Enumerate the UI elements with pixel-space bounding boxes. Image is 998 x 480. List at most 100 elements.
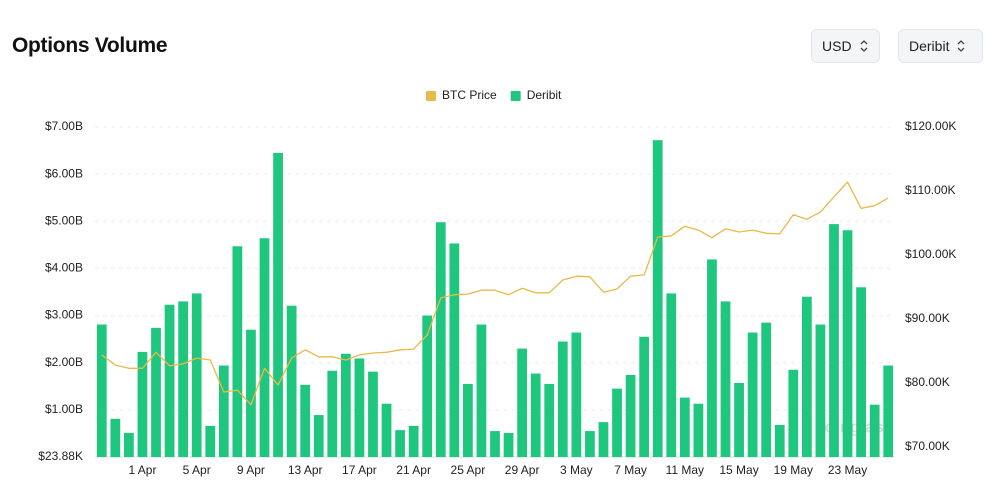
bar [503,432,514,457]
bar [679,397,690,457]
bar [110,418,121,457]
x-tick-label: 11 May [666,463,704,477]
bar [869,404,880,457]
y-tick-label: $6.00B [45,166,83,180]
bar [557,341,568,457]
exchange-label: Deribit [909,38,950,54]
bar [612,388,622,457]
bar [205,425,216,457]
bar [585,431,595,457]
x-tick-label: 25 Apr [451,463,486,477]
x-tick-label: 21 Apr [396,463,431,477]
bar [259,238,270,457]
bar [571,332,582,457]
legend-swatch [510,91,521,101]
y2-tick-label: $70.00K [905,439,950,453]
bar [300,384,311,457]
bar [273,152,283,458]
bar [883,365,894,457]
bar [856,287,866,457]
bar [313,415,324,457]
bar [625,374,636,457]
x-tick-label: 17 Apr [342,463,377,477]
price-line [101,181,889,406]
y2-tick-label: $110.00K [905,183,956,197]
watermark: coinglass [815,417,893,436]
bar [354,358,365,457]
y2-tick-label: $90.00K [905,311,950,325]
bar [801,296,812,457]
x-tick-label: 9 Apr [237,463,265,477]
y-tick-label: $7.00B [45,119,83,133]
bar [652,140,663,457]
bar [191,293,202,457]
bar [693,403,704,457]
bar [639,336,650,457]
currency-select[interactable]: USD [811,29,880,63]
bar [381,403,392,457]
chevron [860,40,868,52]
bar [408,425,419,457]
bar [124,432,134,457]
bar [232,246,243,457]
x-tick-label: 13 Apr [288,463,323,477]
bar [368,371,378,457]
y2-tick-label: $100.00K [905,247,956,261]
chart-title: Options Volume [12,34,168,57]
bar [435,222,446,457]
bar [747,332,758,457]
bar [720,301,731,457]
bar [544,383,555,457]
bar [517,348,527,457]
y2-tick-label: $120.00K [905,119,956,133]
y-tick-label: $3.00B [45,308,83,322]
bar [734,382,744,457]
bar [774,424,785,457]
bar [707,259,717,457]
legend-label: BTC Price [442,88,497,102]
x-tick-label: 7 May [614,463,647,477]
bar [137,351,148,457]
exchange-select[interactable]: Deribit [898,29,983,63]
x-tick-label: 3 May [560,463,593,477]
x-tick-label: 29 Apr [505,463,540,477]
bar [327,370,338,457]
chevron [958,40,965,52]
y-tick-label: $5.00B [45,213,83,227]
bar [598,422,609,457]
bar [829,224,839,457]
x-tick-label: 23 May [828,463,867,477]
bar [178,301,189,457]
bar [761,322,772,457]
x-tick-label: 1 Apr [128,463,156,477]
bar [218,365,229,457]
bar [286,305,297,457]
bar [395,430,405,457]
legend-swatch [426,91,436,101]
x-tick-label: 5 Apr [183,463,211,477]
y-tick-label: $23.88K [38,449,83,463]
x-tick-label: 19 May [774,463,813,477]
bar [340,353,351,457]
bar [96,324,107,457]
bar [530,373,541,457]
bar [842,230,853,457]
bar [815,324,826,457]
currency-label: USD [822,38,852,54]
bar [422,315,433,457]
legend-label: Deribit [527,88,562,102]
y2-tick-label: $80.00K [905,375,950,389]
bar [788,369,799,457]
bar [476,324,487,457]
bar [666,293,677,457]
bar [246,329,256,457]
y-tick-label: $4.00B [45,261,83,275]
bar [151,327,161,457]
y-tick-label: $1.00B [45,402,83,416]
bar [449,243,460,457]
bar [463,383,473,457]
bar [164,304,175,457]
x-tick-label: 15 May [719,463,758,477]
